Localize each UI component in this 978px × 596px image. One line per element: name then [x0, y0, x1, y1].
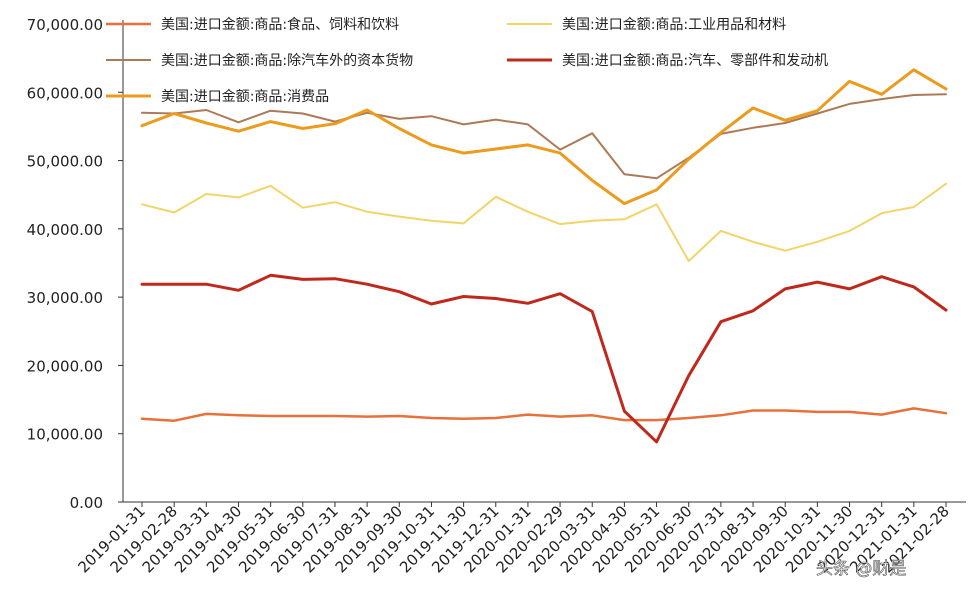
legend-label-4: 美国:进口金额:商品:汽车、零部件和发动机	[562, 52, 828, 69]
series-layer	[140, 68, 948, 444]
series-line-4	[140, 273, 948, 444]
y-tick-label: 60,000.00	[27, 84, 103, 102]
legend-label-3: 美国:进口金额:商品:除汽车外的资本货物	[161, 52, 413, 69]
y-tick-label: 10,000.00	[27, 426, 103, 444]
y-tick-label: 20,000.00	[27, 357, 103, 375]
series-line-3	[141, 93, 947, 180]
series-line-2	[141, 182, 947, 262]
series-line-1	[140, 407, 948, 422]
series-line-5	[140, 68, 948, 206]
watermark: 头条 @财是	[816, 559, 906, 579]
legend: 美国:进口金额:商品:食品、饲料和饮料 美国:进口金额:商品:工业用品和材料美国:…	[106, 16, 828, 105]
y-tick-label: 50,000.00	[27, 153, 103, 171]
legend-label-5: 美国:进口金额:商品:消费品	[161, 89, 329, 105]
y-tick-label: 30,000.00	[27, 289, 103, 307]
legend-label-1: 美国:进口金额:商品:食品、饲料和饮料	[161, 16, 399, 33]
y-tick-label: 70,000.00	[27, 16, 103, 34]
y-tick-label: 0.00	[70, 494, 103, 512]
legend-label-2: 美国:进口金额:商品:工业用品和材料	[562, 17, 786, 33]
y-tick-label: 40,000.00	[27, 221, 103, 239]
